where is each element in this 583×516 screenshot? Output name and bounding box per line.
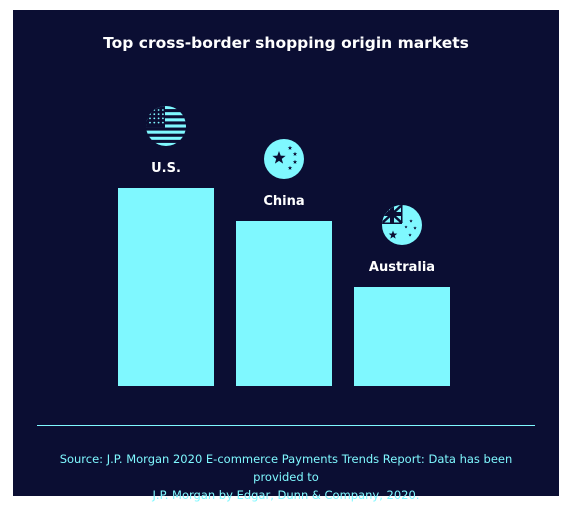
chart-title: Top cross-border shopping origin markets (103, 34, 469, 52)
chart-panel: Top cross-border shopping origin markets… (13, 10, 559, 502)
bar-australia (354, 287, 450, 386)
us-flag-icon (146, 106, 186, 146)
category-label: U.S. (151, 161, 181, 176)
source-line-2: J.P. Morgan by Edgar, Dunn & Company, 20… (152, 488, 420, 502)
china-flag-icon (264, 139, 304, 179)
source-note: Source: J.P. Morgan 2020 E-commerce Paym… (37, 450, 535, 504)
category-label: China (263, 194, 304, 209)
australia-flag-icon (382, 205, 422, 245)
category-label: Australia (369, 260, 435, 275)
source-line-1: Source: J.P. Morgan 2020 E-commerce Paym… (59, 452, 513, 484)
divider (37, 425, 535, 426)
bar-chart: U.S. China Australia (118, 106, 450, 386)
bar-china (236, 221, 332, 386)
bar-us (118, 188, 214, 386)
